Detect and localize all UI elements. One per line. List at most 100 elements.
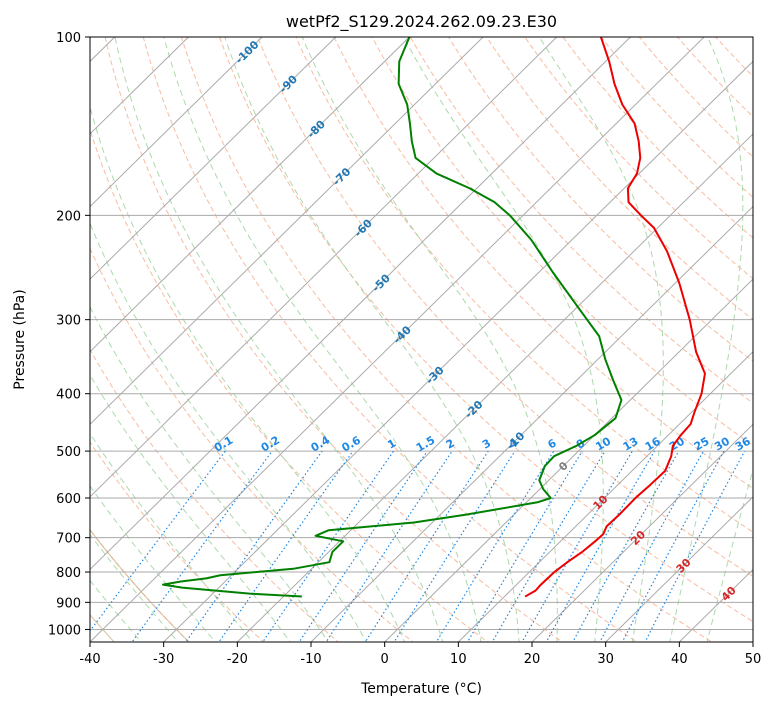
mixing-ratio-line <box>185 450 323 642</box>
dry-adiabat-line <box>219 37 753 623</box>
y-tick-label: 100 <box>56 31 81 46</box>
isotherm-line <box>236 133 753 642</box>
isotherm-line <box>162 60 753 642</box>
sounding-profiles <box>162 37 706 598</box>
y-tick-label: 900 <box>56 596 81 611</box>
mixing-ratio-line <box>621 450 725 642</box>
moist-adiabat-line <box>403 37 604 642</box>
y-tick-label: 1000 <box>48 623 81 638</box>
mixing-ratio-line <box>90 450 226 632</box>
dry-adiabat-line <box>741 24 775 654</box>
x-axis-title: Temperature (°C) <box>360 681 482 697</box>
mixing-ratio-line <box>298 450 428 642</box>
dry-adiabat-line <box>295 37 753 533</box>
dry-adiabat-line <box>142 37 638 642</box>
x-tick-label: 30 <box>597 652 614 667</box>
mixing-ratio-label: 6 <box>545 436 558 451</box>
isotherm-line <box>752 641 753 642</box>
isotherm-line <box>90 37 411 353</box>
isotherm-line <box>90 37 190 135</box>
dry-adiabat-line <box>409 37 753 404</box>
isotherm-line <box>90 37 705 642</box>
moist-adiabat-line <box>90 485 216 642</box>
plot-frame <box>89 36 754 643</box>
moist-adiabats <box>90 37 753 642</box>
dry-adiabat-line <box>524 37 753 280</box>
isotherm-line <box>90 37 632 571</box>
y-tick-label: 300 <box>56 314 81 329</box>
moist-adiabat-line <box>669 37 744 642</box>
x-tick-label: -30 <box>153 652 174 667</box>
isotherm-line <box>531 423 753 642</box>
x-tick-label: 0 <box>381 652 389 667</box>
moist-adiabat-line <box>538 37 664 642</box>
mixing-ratio-line <box>466 450 583 642</box>
moist-adiabat-line <box>90 533 179 642</box>
temperature-profile-line <box>524 37 706 598</box>
y-axis-title: Pressure (hPa) <box>12 289 28 389</box>
isotherm-line <box>310 205 753 642</box>
mixing-ratio-lines <box>90 450 746 642</box>
dry-adiabat-line <box>447 37 753 362</box>
x-tick-label: -10 <box>300 652 321 667</box>
dry-adiabat-line <box>90 441 265 642</box>
plot-area: 0.1 0.2 0.4 0.6 1 1.5 2 3 4 6 8 10 13 16 20 25 30 36-100-… <box>90 24 775 654</box>
x-axis-ticks: -40 -30 -20 -10 0 10 20 30 40 50 <box>79 642 761 667</box>
mixing-ratio-line <box>491 450 606 642</box>
moist-adiabat-line <box>114 37 444 642</box>
y-axis-ticks: 100 200 300 400 500 600 700 800 900 1000 <box>48 31 90 638</box>
dry-adiabat-line <box>562 37 753 239</box>
isotherm-line <box>604 496 753 642</box>
x-tick-label: -40 <box>79 652 100 667</box>
dry-adiabat-line <box>600 37 753 198</box>
dry-adiabat-line <box>257 37 753 578</box>
moist-adiabat-line <box>706 467 753 642</box>
mixing-ratio-line <box>521 450 633 642</box>
isotherm-line <box>90 37 558 498</box>
x-tick-label: -20 <box>227 652 248 667</box>
mixing-ratio-line <box>572 450 680 642</box>
isotherm-line <box>90 37 263 208</box>
moist-adiabat-line <box>90 374 291 642</box>
y-tick-label: 700 <box>56 532 81 547</box>
isotherm-line <box>90 37 484 425</box>
moist-adiabat-line <box>224 37 520 642</box>
moist-adiabat-line <box>90 432 254 642</box>
dry-adiabats <box>90 24 775 654</box>
moist-adiabat-line <box>90 579 142 642</box>
isopleth-labels: 0.1 0.2 0.4 0.6 1 1.5 2 3 4 6 8 10 13 16 20 25 30 36-100-… <box>212 38 753 604</box>
chart-title: wetPf2_S129.2024.262.09.23.E30 <box>286 12 557 32</box>
mixing-ratio-line <box>393 450 516 642</box>
mixing-ratio-line <box>262 450 395 642</box>
dry-adiabat-line <box>333 37 753 490</box>
dry-adiabat-line <box>90 247 414 642</box>
isotherm-line <box>383 278 753 642</box>
x-tick-label: 10 <box>450 652 467 667</box>
y-tick-label: 200 <box>56 209 81 224</box>
dry-adiabat-line <box>90 528 190 642</box>
mixing-ratio-line <box>364 450 489 642</box>
y-tick-label: 500 <box>56 445 81 460</box>
x-tick-label: 20 <box>524 652 541 667</box>
dry-adiabat-line <box>371 37 753 447</box>
mixing-ratio-line <box>325 450 453 642</box>
dewpoint-profile-line <box>162 37 623 598</box>
mixing-ratio-line <box>435 450 555 642</box>
x-tick-label: 50 <box>745 652 762 667</box>
y-tick-label: 400 <box>56 388 81 403</box>
mixing-ratio-label: 3 <box>480 437 493 452</box>
dry-adiabat-line <box>90 348 339 642</box>
y-tick-label: 600 <box>56 492 81 507</box>
y-tick-label: 800 <box>56 566 81 581</box>
moist-adiabat-line <box>90 306 329 642</box>
dry-adiabat-line <box>714 37 753 78</box>
isotherm-line <box>90 37 337 280</box>
mixing-ratio-label: 2 <box>444 437 457 452</box>
dry-adiabat-line <box>180 37 713 642</box>
mixing-ratio-line <box>131 450 273 642</box>
mixing-ratio-line <box>218 450 354 642</box>
dry-adiabat-line <box>90 128 489 642</box>
pressure-gridlines <box>90 37 753 630</box>
moist-adiabat-line <box>301 37 558 642</box>
